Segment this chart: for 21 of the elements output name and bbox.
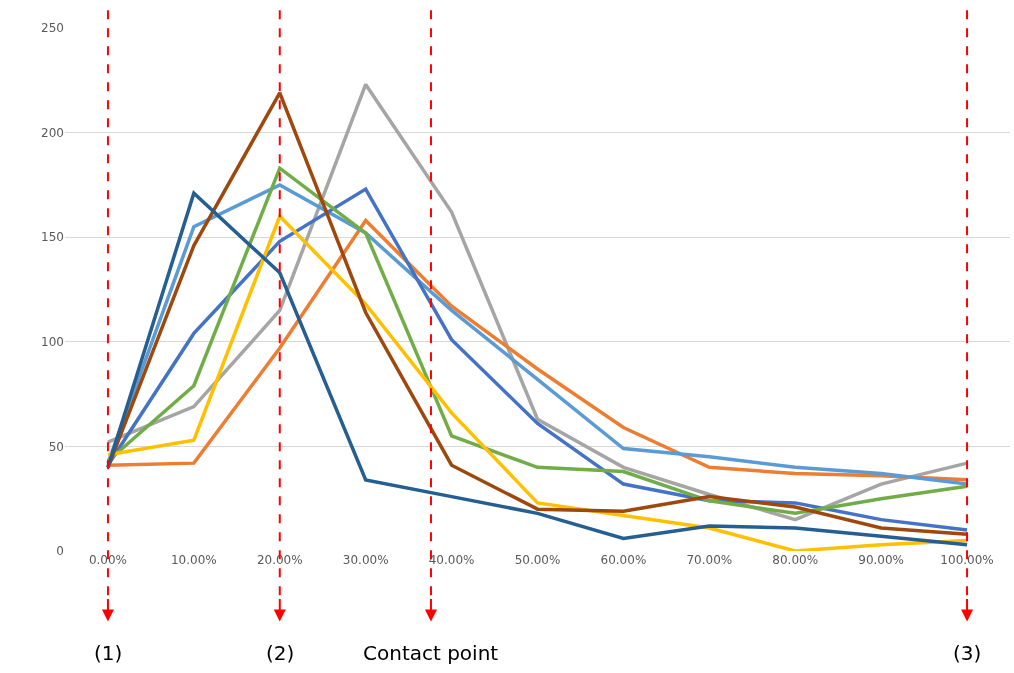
annotation: (1) <box>94 641 123 665</box>
x-tick-label: 50.00% <box>514 553 561 567</box>
x-tick-label: 40.00% <box>428 553 475 567</box>
y-tick-label: 250 <box>41 21 64 36</box>
y-tick-label: 100 <box>41 335 64 349</box>
x-tick-label: 80.00% <box>772 553 819 567</box>
y-tick-label: 200 <box>41 125 64 140</box>
x-tick-label: 20.00% <box>256 553 303 567</box>
y-tick-label: 150 <box>41 230 64 245</box>
x-tick-label: 70.00% <box>686 553 733 567</box>
x-tick-label: 90.00% <box>858 553 905 567</box>
x-tick-label: 60.00% <box>600 553 647 567</box>
x-tick-label: 0.00% <box>88 553 128 567</box>
x-tick-label: 100.00% <box>940 553 994 567</box>
y-tick-label: 50 <box>48 439 64 454</box>
x-tick-label: 30.00% <box>342 553 389 567</box>
annotation: (2) <box>266 641 295 665</box>
x-tick-label: 10.00% <box>170 553 217 567</box>
y-tick-label: 0 <box>56 544 64 559</box>
annotation: (3) <box>953 641 982 665</box>
ref-line-label: Contact point <box>363 641 499 665</box>
